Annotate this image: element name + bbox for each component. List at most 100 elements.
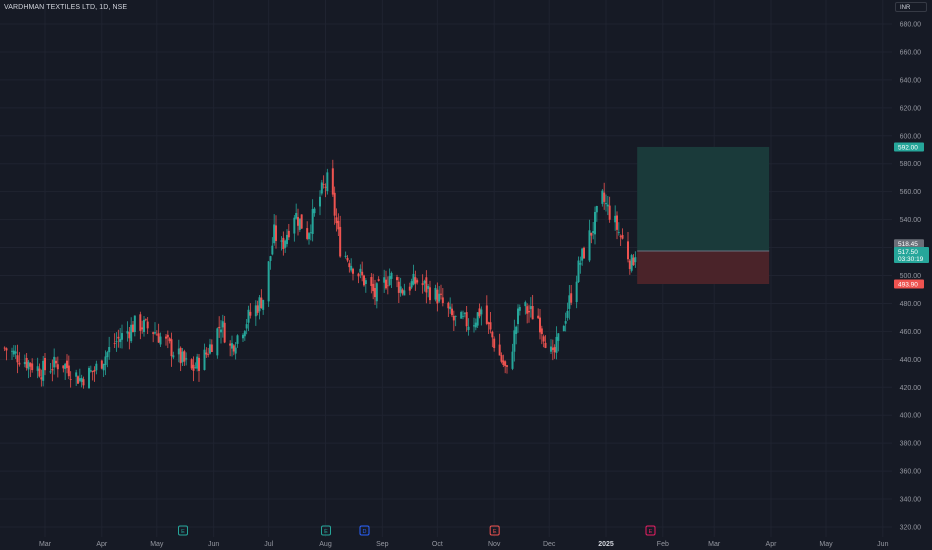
- candle-body: [231, 343, 233, 349]
- last-price-label: 517.50: [898, 249, 918, 256]
- candle-body: [203, 349, 206, 370]
- candle-body: [562, 325, 565, 332]
- candle-body: [100, 360, 103, 369]
- candle-body: [16, 355, 19, 363]
- candle-body: [218, 326, 221, 329]
- candle-body: [390, 272, 393, 279]
- x-tick-label: May: [150, 541, 164, 548]
- candle-body: [209, 344, 211, 354]
- candle-body: [82, 379, 85, 386]
- candle-body: [126, 331, 129, 334]
- event-badge[interactable]: [645, 525, 656, 536]
- candle-body: [311, 209, 314, 234]
- price-axis[interactable]: 680.00 660.00 640.00 620.00 600.00 580.00 560.…: [900, 22, 922, 532]
- candle-body: [80, 377, 83, 382]
- event-badge[interactable]: [359, 525, 370, 536]
- candle-body: [282, 237, 285, 250]
- candle-body: [628, 260, 631, 269]
- candle-body: [308, 233, 310, 240]
- candle-body: [524, 302, 527, 307]
- candle-body: [168, 338, 171, 342]
- stop-price-label-bg: [894, 279, 924, 289]
- candle-body: [348, 263, 351, 268]
- time-axis[interactable]: Mar Apr May Jun Jul Aug Sep Oct Nov Dec 2025 Feb Mar…: [39, 541, 889, 548]
- candle-body: [544, 342, 547, 348]
- event-marker-e[interactable]: E: [489, 525, 500, 536]
- candle-body: [485, 305, 488, 324]
- candle-body: [298, 218, 301, 230]
- candle-body: [421, 283, 424, 286]
- event-marker-e[interactable]: E: [178, 525, 188, 536]
- candle-body: [414, 277, 417, 284]
- x-tick-label: Oct: [432, 541, 443, 548]
- event-marker-e[interactable]: E: [645, 525, 656, 536]
- event-badge[interactable]: [321, 525, 331, 536]
- candle-body: [269, 256, 272, 261]
- candle-body: [44, 358, 46, 371]
- candle-body: [242, 334, 244, 339]
- y-tick-label: 460.00: [900, 329, 922, 336]
- event-badge[interactable]: [178, 525, 188, 536]
- candle-body: [452, 315, 455, 321]
- candle-body: [75, 372, 78, 377]
- candle-body: [113, 343, 116, 344]
- candle-body: [581, 248, 584, 261]
- candle-body: [106, 352, 109, 358]
- candle-body: [117, 336, 120, 339]
- y-tick-label: 620.00: [900, 105, 922, 112]
- candle-body: [416, 280, 419, 283]
- target-price-label-bg: [894, 142, 924, 152]
- candle-body: [621, 234, 624, 239]
- candle-body: [53, 356, 56, 368]
- event-marker-d[interactable]: D: [359, 525, 370, 536]
- candle-body: [18, 362, 21, 365]
- candle-body: [408, 286, 411, 291]
- currency-selector[interactable]: INR: [895, 2, 927, 12]
- candle-body: [350, 265, 353, 271]
- candle-body: [95, 363, 98, 371]
- x-tick-label: Sep: [376, 541, 389, 548]
- prev-close-label-bg: [894, 239, 924, 249]
- event-label: E: [649, 529, 653, 535]
- y-tick-label: 340.00: [900, 497, 922, 504]
- candle-body: [159, 336, 162, 345]
- candle-body: [506, 365, 508, 367]
- event-marker-e[interactable]: E: [321, 525, 331, 536]
- candle-body: [155, 334, 158, 336]
- stop-zone[interactable]: [637, 251, 770, 285]
- y-tick-label: 400.00: [900, 413, 922, 420]
- countdown-label: 03:30:19: [898, 256, 924, 263]
- y-tick-label: 560.00: [900, 189, 922, 196]
- x-tick-label: Mar: [708, 541, 721, 548]
- candle-body: [14, 351, 17, 354]
- candle-body: [553, 347, 556, 353]
- candle-body: [205, 352, 208, 355]
- candle-body: [190, 359, 193, 369]
- long-position-tool[interactable]: [637, 146, 770, 285]
- candle-body: [493, 338, 496, 348]
- candle-body: [297, 217, 299, 226]
- candle-body: [339, 226, 342, 257]
- x-tick-label: Mar: [39, 541, 52, 548]
- x-tick-label: Dec: [543, 541, 556, 548]
- x-tick-label: Feb: [657, 541, 669, 548]
- candle-body: [555, 336, 558, 353]
- x-tick-label: Nov: [488, 541, 501, 548]
- candle-body: [88, 367, 90, 389]
- event-badge[interactable]: [489, 525, 500, 536]
- candle-body: [326, 172, 329, 192]
- profit-zone[interactable]: [637, 146, 770, 252]
- candle-body: [185, 358, 188, 360]
- candle-body: [260, 297, 263, 309]
- candle-body: [198, 357, 200, 371]
- candle-body: [564, 321, 567, 324]
- candle-body: [284, 240, 287, 248]
- candle-body: [595, 206, 598, 213]
- candle-body: [583, 247, 585, 259]
- candle-body: [141, 327, 144, 330]
- candle-body: [480, 309, 483, 315]
- y-tick-label: 640.00: [900, 77, 922, 84]
- candle-body: [550, 346, 552, 352]
